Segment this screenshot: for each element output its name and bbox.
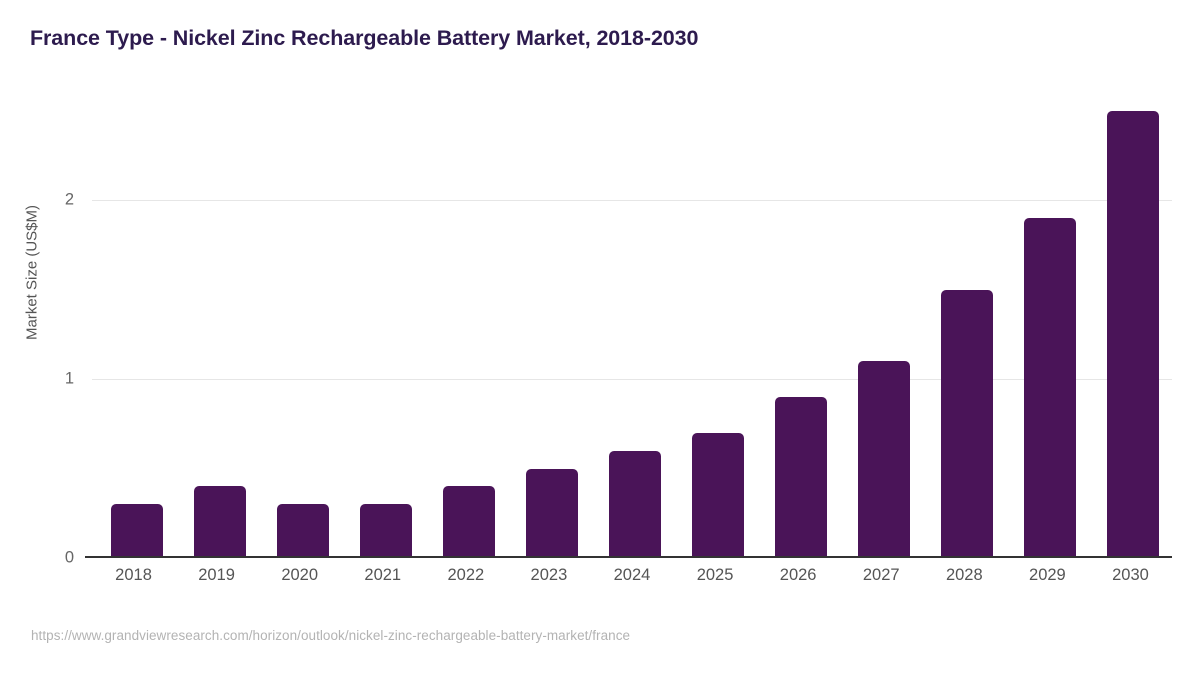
bar-slot bbox=[775, 90, 828, 558]
x-axis-tick-label: 2030 bbox=[1112, 566, 1149, 584]
y-axis-tick-label: 0 bbox=[64, 548, 74, 567]
plot-area bbox=[85, 90, 1172, 558]
x-axis-tick-label: 2024 bbox=[613, 566, 651, 584]
bar[interactable] bbox=[1024, 217, 1077, 558]
x-axis-tick-label: 2019 bbox=[198, 566, 235, 584]
x-axis-tick-label: 2027 bbox=[862, 566, 900, 584]
bar-slot bbox=[276, 90, 329, 558]
x-axis-tick-label: 2025 bbox=[696, 566, 734, 584]
bar-slot bbox=[609, 90, 661, 558]
bar-slot bbox=[692, 90, 745, 558]
bar-slot bbox=[1107, 90, 1160, 558]
bar[interactable] bbox=[941, 289, 994, 558]
y-axis-title: Market Size (US$M) bbox=[23, 204, 41, 341]
bar[interactable] bbox=[692, 432, 745, 558]
x-axis-tick-label: 2023 bbox=[530, 566, 568, 584]
bar[interactable] bbox=[609, 450, 661, 558]
bar-slot bbox=[941, 90, 994, 558]
bar[interactable] bbox=[110, 504, 163, 558]
x-axis-tick-label: 2029 bbox=[1029, 566, 1066, 584]
x-axis-baseline bbox=[85, 556, 1172, 558]
bar-slot bbox=[858, 90, 911, 558]
chart-title: France Type - Nickel Zinc Rechargeable B… bbox=[30, 26, 699, 50]
x-axis-tick-label: 2021 bbox=[364, 566, 402, 584]
bar[interactable] bbox=[276, 504, 329, 558]
bar[interactable] bbox=[858, 361, 911, 558]
bar[interactable] bbox=[359, 504, 412, 558]
bar-slot bbox=[442, 90, 495, 558]
x-axis-tick-label: 2020 bbox=[281, 566, 319, 584]
y-axis-tick-labels: 0 1 2 bbox=[0, 90, 92, 567]
bar[interactable] bbox=[775, 396, 828, 558]
bar-series bbox=[92, 90, 1172, 558]
y-axis-tick-label: 2 bbox=[64, 190, 74, 209]
bar-slot bbox=[1024, 90, 1077, 558]
x-axis-tick-label: 2018 bbox=[115, 566, 152, 584]
bar-slot bbox=[193, 90, 246, 558]
y-axis-tick-label: 1 bbox=[64, 369, 74, 388]
bar-slot bbox=[525, 90, 578, 558]
bar[interactable] bbox=[1107, 110, 1160, 558]
source-url-link[interactable]: https://www.grandviewresearch.com/horizo… bbox=[31, 628, 631, 643]
x-axis-tick-label: 2028 bbox=[945, 566, 983, 584]
x-axis-tick-label: 2026 bbox=[779, 566, 817, 584]
bar[interactable] bbox=[193, 486, 246, 558]
bar[interactable] bbox=[525, 468, 578, 558]
bar-slot bbox=[110, 90, 163, 558]
bar[interactable] bbox=[442, 486, 495, 558]
x-axis-tick-label: 2022 bbox=[447, 566, 485, 584]
x-axis-tick-labels: 2018 2019 2020 2021 2022 2023 2024 2025 2026 2027… bbox=[92, 566, 1172, 596]
bar-slot bbox=[359, 90, 412, 558]
